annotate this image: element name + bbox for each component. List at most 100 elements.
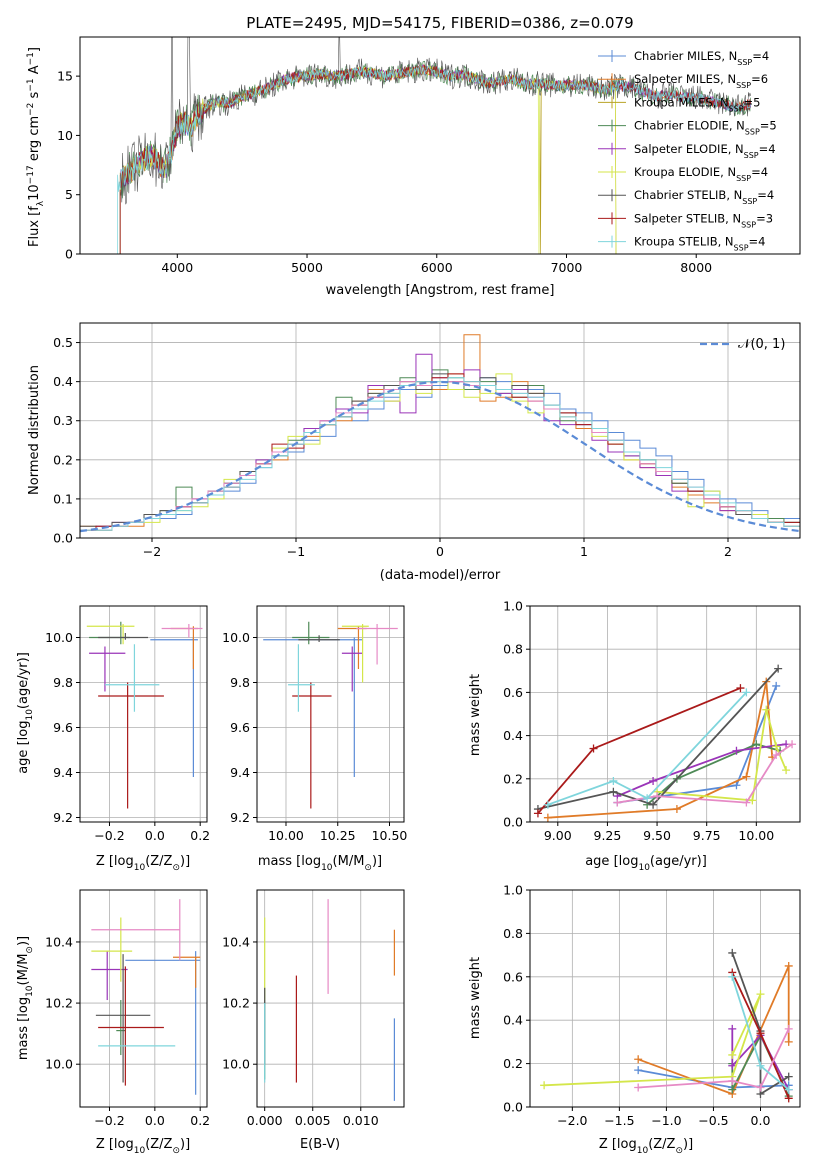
massweight-point [756,1083,765,1092]
y-tick-label: 0.6 [503,969,523,984]
x-tick-label: 0.005 [295,1113,331,1128]
x-tick-label: −0.5 [698,1113,728,1128]
x-tick-label: −1.5 [604,1113,634,1128]
massweight-point [784,961,793,970]
y-tick-label: 10.0 [45,1057,73,1072]
massweight-point [634,1055,643,1064]
massweight-point [728,1050,737,1059]
axes-frame [79,605,208,823]
x-tick-label: 10.00 [268,828,304,843]
y-tick-label: 9.2 [230,810,250,825]
mZ-xlabel: Z [log10(Z/Z⊙)] [96,1137,190,1156]
massweight-point [772,751,781,760]
massweight-point [672,805,681,814]
y-tick-label: 0.3 [53,413,73,428]
axes-frame [79,36,801,255]
x-tick-label: −2.0 [557,1113,587,1128]
x-tick-label: 0.000 [247,1113,283,1128]
x-tick-label: 6000 [421,260,453,275]
massweight-point [649,800,658,809]
y-tick-label: 0.5 [53,335,73,350]
spectrum-series-line [117,65,751,254]
massweight-point [784,1094,793,1103]
massweight-line [537,667,779,810]
x-tick-label: −1 [287,544,305,559]
y-tick-label: 0.8 [503,642,523,657]
x-tick-label: 0.0 [145,1113,165,1128]
massweight-point [728,1061,737,1070]
y-tick-label: 0 [65,247,73,262]
massweight-point [643,794,652,803]
x-tick-label: 2 [724,544,732,559]
x-tick-label: 8000 [680,260,712,275]
massweight-point [762,705,771,714]
mass-vs-ebv-panel: E(B-V) 0.000 0.005 0.010 10.0 10.2 10.4 [222,889,405,1152]
y-tick-label: 0.4 [503,1013,523,1028]
y-tick-label: 0.2 [53,452,73,467]
massweight-point [543,800,552,809]
age-vs-metallicity-panel: Z [log10(Z/Z⊙)] age [log10(age/yr)] −0.2… [16,605,210,873]
spectrum-xlabel: wavelength [Angstrom, rest frame] [326,283,555,298]
normal-curve [80,380,800,533]
legend-entry: Salpeter MILES, NSSP=6 [634,72,768,90]
massweight-vs-age-panel: age [log10(age/yr)] mass weight 9.00 9.25… [468,599,801,873]
x-tick-label: −0.2 [94,828,124,843]
spectrum-ylabel: Flux [fλ10−17 erg cm−2 s−1 A−1] [26,47,46,247]
massweight-line [544,993,762,1087]
mwZ-xlabel: Z [log10(Z/Z⊙)] [599,1137,693,1156]
x-tick-label: −2 [143,544,161,559]
y-tick-label: 10.0 [222,1057,250,1072]
spectrum-panel: PLATE=2495, MJD=54175, FIBERID=0386, z=0… [26,14,801,298]
x-tick-label: 0.2 [190,828,210,843]
massweight-point [609,787,618,796]
axes-frame [529,889,801,1108]
massweight-line [731,1028,790,1091]
age-vs-mass-panel: mass [log10(M/M⊙)] 10.00 10.25 10.50 9.2 9.4… [222,605,407,873]
massweight-point [784,1024,793,1033]
y-tick-label: 0.4 [53,374,73,389]
y-tick-label: 9.2 [53,810,73,825]
massweight-point [728,1024,737,1033]
axes-frame [529,605,801,823]
x-tick-label: 0.0 [145,828,165,843]
x-tick-label: 7000 [551,260,583,275]
legend-entry: 𝒩(0, 1) [738,337,785,352]
x-tick-label: 5000 [291,260,323,275]
ageZ-xlabel: Z [log10(Z/Z⊙)] [96,854,190,873]
massweight-point [756,1061,765,1070]
y-tick-label: 0.2 [503,771,523,786]
mwA-ylabel: mass weight [468,674,483,756]
x-tick-label: 9.75 [693,828,721,843]
y-tick-label: 10 [57,128,73,143]
massweight-point [649,776,658,785]
hist-xlabel: (data-model)/error [380,568,501,583]
y-tick-label: 9.8 [53,675,73,690]
spectrum-series-line [119,64,619,254]
axes-frame [256,605,405,823]
legend-entry: Chabrier ELODIE, NSSP=5 [634,119,777,137]
x-tick-label: 10.25 [320,828,356,843]
legend-entry: Kroupa ELODIE, NSSP=4 [634,165,768,183]
y-tick-label: 5 [65,187,73,202]
x-tick-label: 0 [436,544,444,559]
x-tick-label: 9.25 [594,828,622,843]
x-tick-label: −1.0 [651,1113,681,1128]
legend-entry: Salpeter ELODIE, NSSP=4 [634,142,776,160]
massweight-point [533,809,542,818]
ageZ-ylabel: age [log10(age/yr)] [16,652,35,774]
massweight-point [543,813,552,822]
massweight-line [638,1028,790,1089]
massweight-point [613,798,622,807]
y-tick-label: 0.0 [503,815,523,830]
massweight-vs-metallicity-panel: Z [log10(Z/Z⊙)] mass weight −2.0 −1.5 −1.0… [468,883,801,1156]
massweight-line [547,691,748,806]
y-tick-label: 9.6 [53,720,73,735]
massweight-point [784,1072,793,1081]
x-tick-label: 9.50 [643,828,671,843]
massweight-point [736,684,745,693]
y-tick-label: 10.2 [45,996,73,1011]
plot-area [80,334,800,538]
x-tick-label: 0.0 [751,1113,771,1128]
y-tick-label: 10.4 [222,934,250,949]
mE-xlabel: E(B-V) [300,1137,340,1152]
